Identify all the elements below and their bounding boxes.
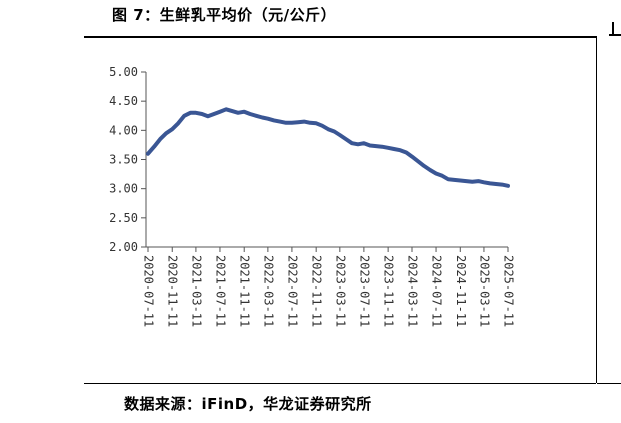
x-tick-label: 2024-03-11	[405, 255, 419, 327]
x-tick-label: 2020-11-11	[166, 255, 180, 327]
series-line	[146, 107, 510, 188]
top-rule	[84, 36, 596, 38]
right-panel-bottom-rule	[597, 383, 621, 384]
y-tick-label: 2.00	[109, 240, 138, 254]
data-source: 数据来源：iFinD，华龙证券研究所	[124, 395, 372, 413]
x-tick-label: 2021-07-11	[213, 255, 227, 327]
x-tick-label: 2023-07-11	[357, 255, 371, 327]
y-tick-label: 3.00	[109, 182, 138, 196]
x-tick-label: 2023-11-11	[382, 255, 396, 327]
x-tick-label: 2022-11-11	[310, 255, 324, 327]
y-tick-label: 2.50	[109, 211, 138, 225]
x-tick-label: 2020-07-11	[142, 255, 156, 327]
x-tick-label: 2022-03-11	[261, 255, 275, 327]
x-tick-label: 2022-07-11	[285, 255, 299, 327]
figure-title: 图 7：生鲜乳平均价（元/公斤）	[112, 6, 337, 24]
x-tick-label: 2025-07-11	[502, 255, 516, 327]
x-tick-label: 2024-11-11	[454, 255, 468, 327]
x-tick-label: 2021-11-11	[238, 255, 252, 327]
right-panel-divider	[596, 36, 597, 383]
bottom-rule	[84, 383, 596, 384]
y-tick-label: 3.50	[109, 153, 138, 167]
y-tick-label: 5.00	[109, 65, 138, 79]
y-tick-label: 4.00	[109, 123, 138, 137]
x-tick-label: 2021-03-11	[189, 255, 203, 327]
x-tick-label: 2023-03-11	[333, 255, 347, 327]
x-tick-label: 2024-07-11	[430, 255, 444, 327]
y-tick-label: 4.50	[109, 94, 138, 108]
x-tick-label: 2025-03-11	[477, 255, 491, 327]
right-panel-edge	[612, 22, 614, 35]
right-panel-top-rule	[609, 34, 621, 36]
